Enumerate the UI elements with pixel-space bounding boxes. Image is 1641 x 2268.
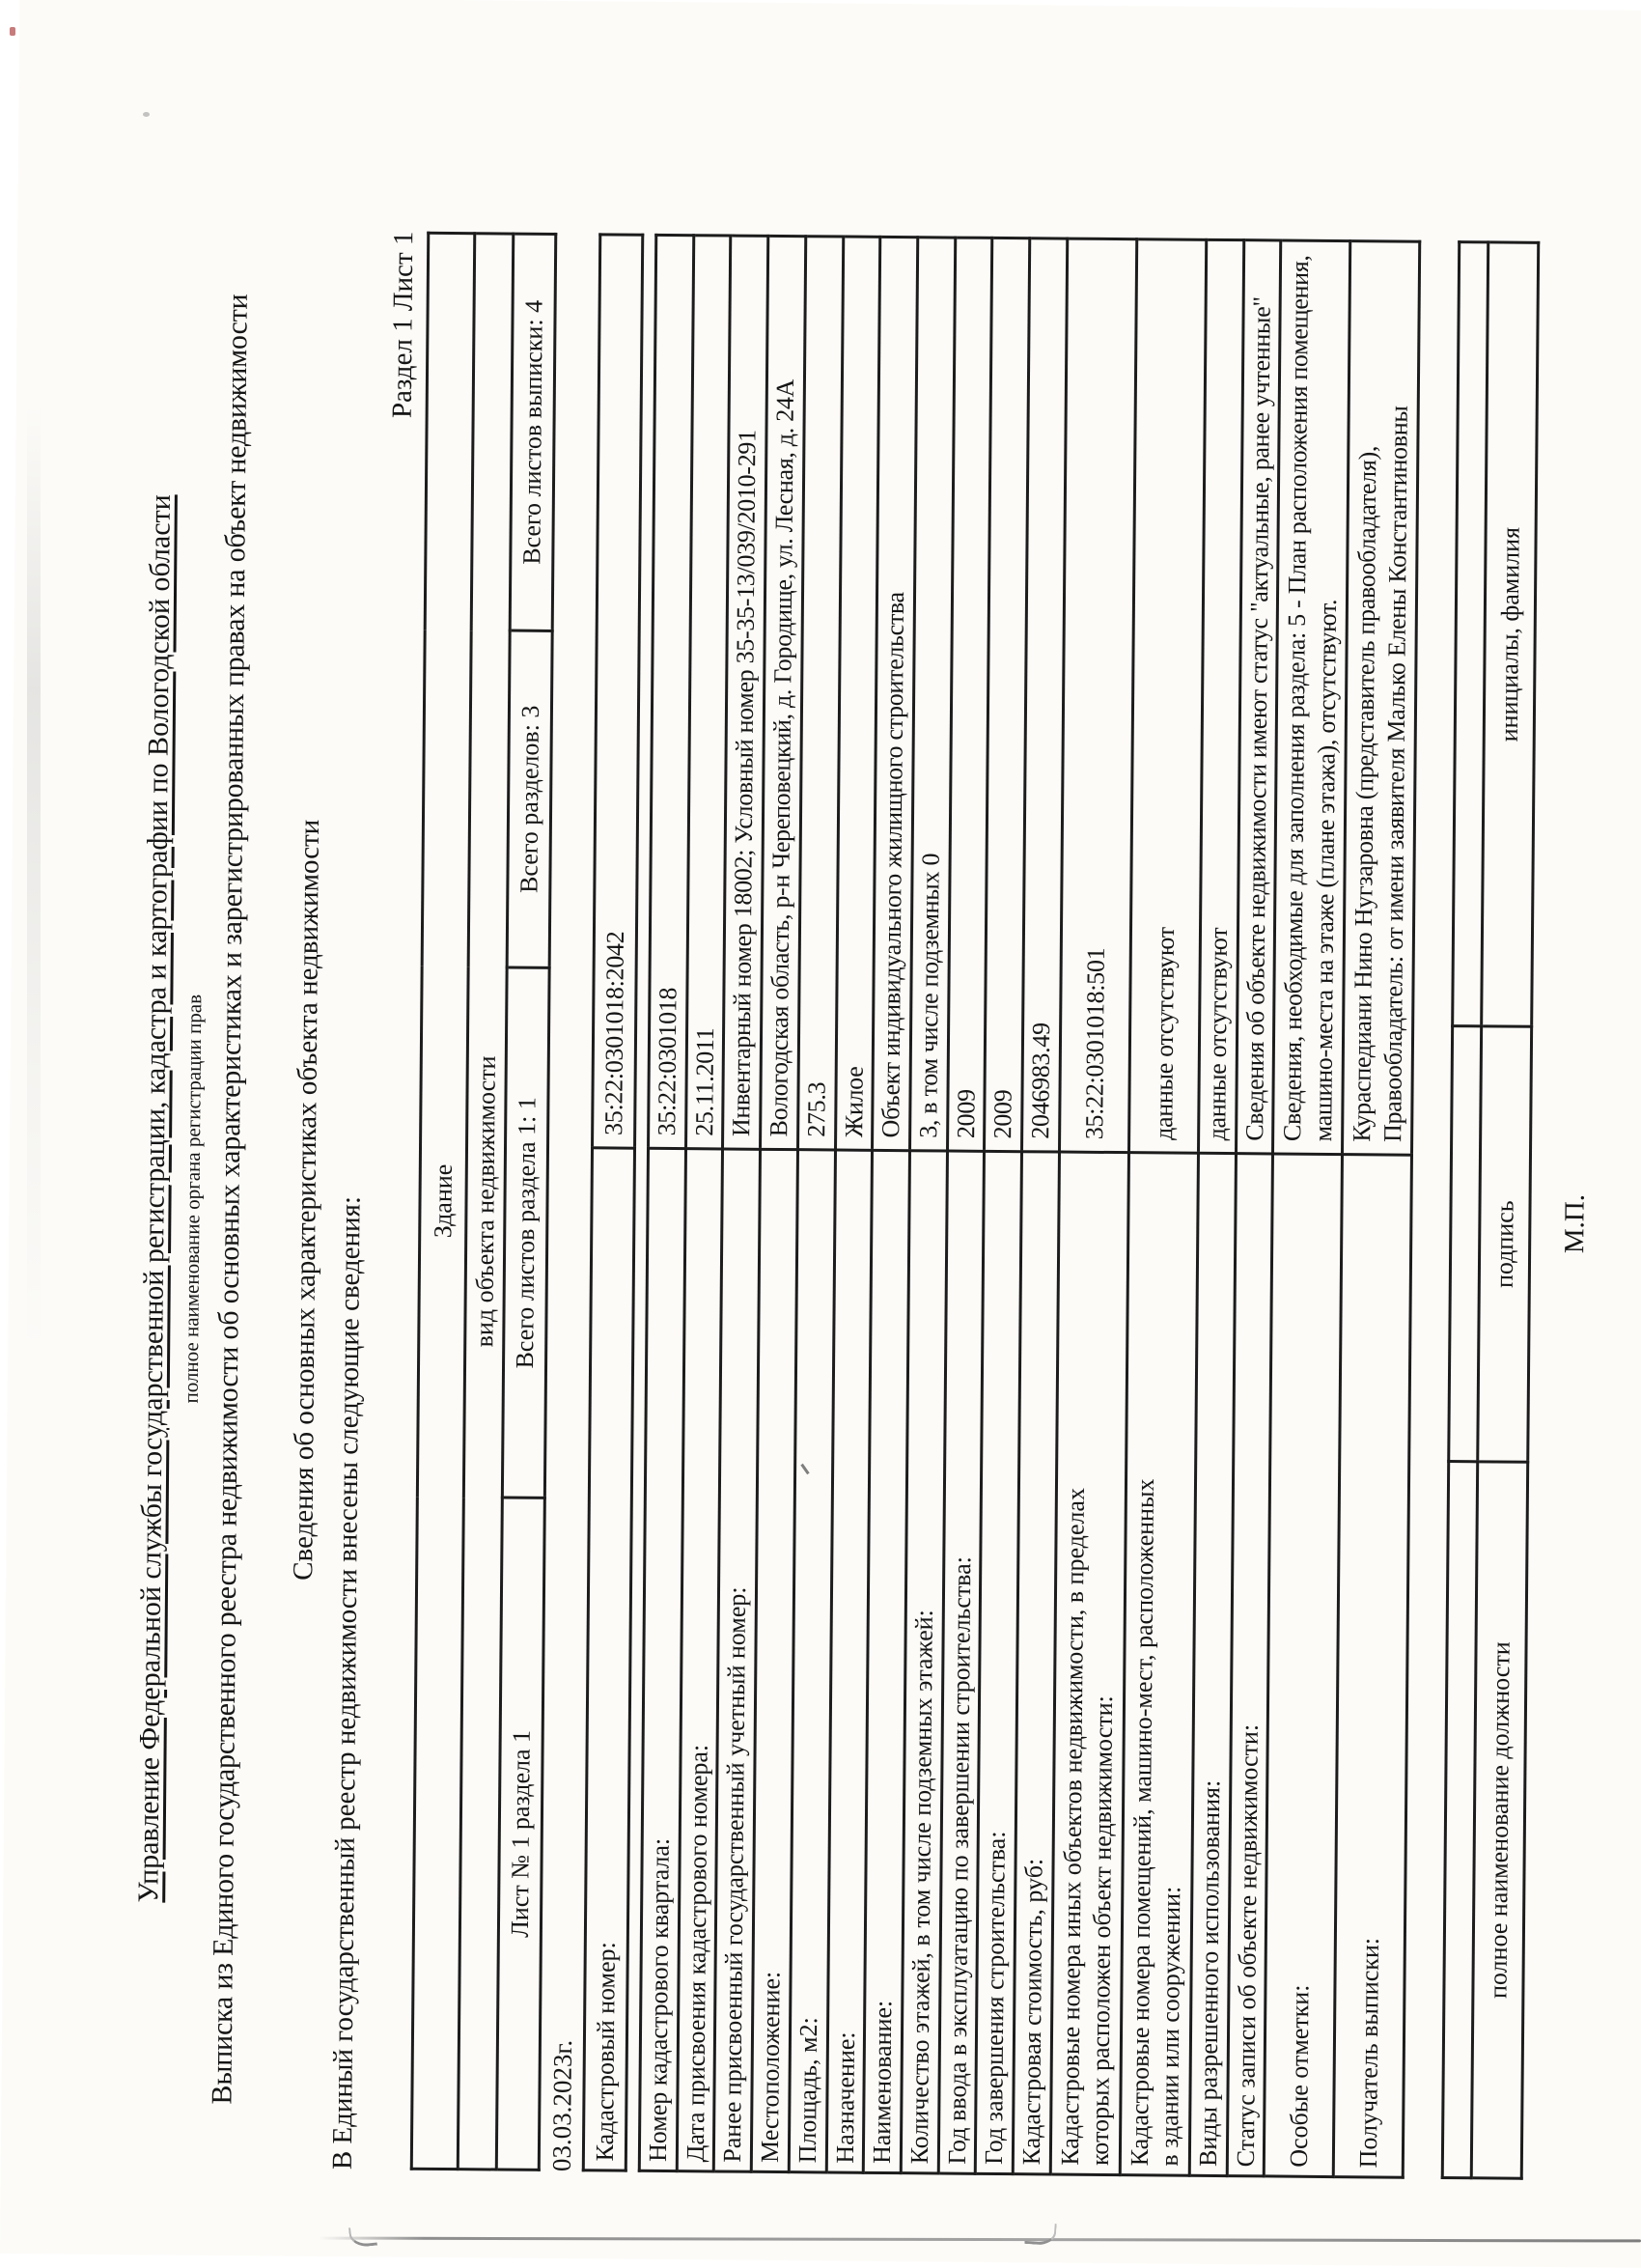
document-content: Управление Федеральной службы государств… <box>1 228 1641 2181</box>
total-sheets-section-cell: Всего листов раздела 1: 1 <box>502 966 550 1498</box>
authority-name: Управление Федеральной службы государств… <box>132 494 177 1903</box>
signature-sign-caption: подпись <box>1477 1025 1532 1463</box>
object-type-table: Здание вид объекта недвижимости Лист № 1… <box>410 232 558 2171</box>
scan-speck-top-left <box>10 27 15 36</box>
row-label: Кадастровые номера иных объектов недвижи… <box>1050 1152 1129 2175</box>
signature-sign-blank <box>1448 1025 1482 1462</box>
row-label: Кадастровые номера помещений, машино-мес… <box>1120 1153 1199 2176</box>
document-subtitle: Сведения об основных характеристиках объ… <box>288 819 325 1581</box>
row-value: данные отсутствуют <box>1128 238 1207 1154</box>
scan-speck-small <box>143 112 150 117</box>
cadastral-number-label: Кадастровый номер: <box>583 1148 635 2171</box>
row-value: Сведения, необходимые для заполнения раз… <box>1272 240 1351 1155</box>
row-label: Особые отметки: <box>1264 1154 1343 2177</box>
total-sheets-extract-cell: Всего листов выписки: 4 <box>510 234 556 631</box>
signature-position-caption: полное наименование должности <box>1471 1461 1528 2179</box>
signature-name-caption: инициалы, фамилия <box>1481 241 1539 1027</box>
row-value: 35:22:0301018:501 <box>1059 238 1137 1154</box>
characteristics-table: Номер кадастрового квартала: 35:22:03010… <box>638 234 1422 2179</box>
total-sections-cell: Всего разделов: 3 <box>507 630 553 968</box>
cadastral-number-value: 35:22:0301018:2042 <box>592 234 643 1149</box>
row-value: Кураспедиани Нино Нугзаровна (представит… <box>1342 240 1421 1156</box>
scan-streak-left-edge <box>27 406 41 1352</box>
row-label: Получатель выписки: <box>1333 1154 1412 2178</box>
sheet-number-cell: Лист № 1 раздела 1 <box>496 1498 545 2170</box>
signature-table: полное наименование должности подпись ин… <box>1441 240 1541 2180</box>
document-title: Выписка из Единого государственного реес… <box>206 294 254 2105</box>
stamp-placeholder: М.П. <box>1559 1193 1591 1254</box>
intro-line: В Единый государственный реестр недвижим… <box>326 1195 367 2170</box>
